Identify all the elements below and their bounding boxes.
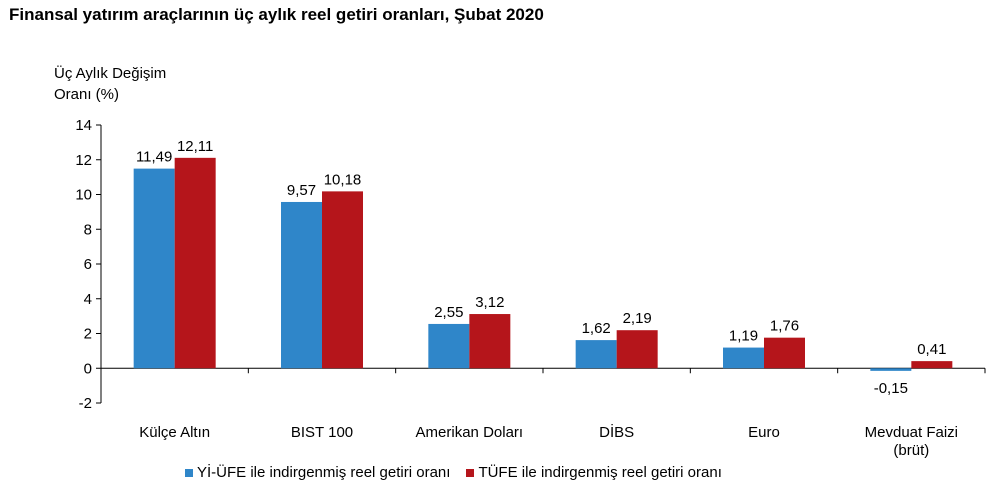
data-label-series-1: 2,55 <box>434 304 463 321</box>
legend-item-series-1: Yİ-ÜFE ile indirgenmiş reel getiri oranı <box>185 464 450 481</box>
y-tick-label: 6 <box>84 256 92 273</box>
data-label-series-2: 2,19 <box>623 310 652 327</box>
bar-series-2 <box>174 157 216 369</box>
data-label-series-1: 11,49 <box>136 149 172 166</box>
legend-swatch-series-1 <box>185 468 193 477</box>
bar-series-1 <box>870 368 912 371</box>
x-category-label: Külçe Altın <box>139 424 210 441</box>
data-label-series-2: 0,41 <box>917 341 946 358</box>
y-axis-label-line-2: Oranı (%) <box>54 86 120 103</box>
legend-item-series-2: TÜFE ile indirgenmiş reel getiri oranı <box>466 464 722 481</box>
y-axis-label: Üç Aylık Değişim Oranı (%) <box>54 63 166 105</box>
bar-series-1 <box>428 323 470 369</box>
data-label-series-2: 3,12 <box>475 294 504 311</box>
x-category-label: Mevduat Faizi <box>865 424 958 441</box>
y-tick-label: -2 <box>79 395 92 412</box>
y-tick-label: 14 <box>75 117 92 134</box>
y-tick-label: 12 <box>75 152 92 169</box>
x-category-label: Amerikan Doları <box>416 424 524 441</box>
bar-series-2 <box>764 337 805 369</box>
legend-swatch-series-2 <box>466 468 475 477</box>
bar-series-1 <box>723 347 764 369</box>
legend: Yİ-ÜFE ile indirgenmiş reel getiri oranı… <box>185 464 738 481</box>
bar-series-2 <box>911 361 953 369</box>
data-label-series-1: 1,62 <box>582 320 611 337</box>
x-category-label: DİBS <box>599 423 634 441</box>
y-tick-label: 10 <box>75 187 92 204</box>
data-label-series-2: 12,11 <box>177 138 213 155</box>
y-tick-label: 2 <box>84 326 92 343</box>
bar-series-1 <box>575 340 617 369</box>
y-axis-label-line-1: Üç Aylık Değişim <box>54 65 167 82</box>
data-label-series-2: 1,76 <box>770 318 799 335</box>
y-tick-label: 8 <box>84 221 92 238</box>
x-category-label: Euro <box>748 424 780 441</box>
legend-label-series-1: Yİ-ÜFE ile indirgenmiş reel getiri oranı <box>197 464 451 481</box>
bar-series-2 <box>322 191 363 369</box>
data-label-series-1: 9,57 <box>287 182 316 199</box>
legend-label-series-2: TÜFE ile indirgenmiş reel getiri oranı <box>478 464 722 481</box>
y-tick-label: 0 <box>84 360 92 377</box>
chart-title: Finansal yatırım araçlarının üç aylık re… <box>9 5 544 24</box>
data-label-series-1: -0,15 <box>874 380 908 397</box>
bar-series-1 <box>281 201 322 369</box>
bar-series-2 <box>616 330 658 369</box>
x-category-label: BIST 100 <box>291 424 353 441</box>
data-label-series-2: 10,18 <box>324 171 362 188</box>
bar-series-2 <box>469 314 511 369</box>
bar-series-1 <box>133 168 175 369</box>
x-category-label: (brüt) <box>893 442 929 459</box>
y-tick-label: 4 <box>84 291 92 308</box>
data-label-series-1: 1,19 <box>729 328 758 345</box>
